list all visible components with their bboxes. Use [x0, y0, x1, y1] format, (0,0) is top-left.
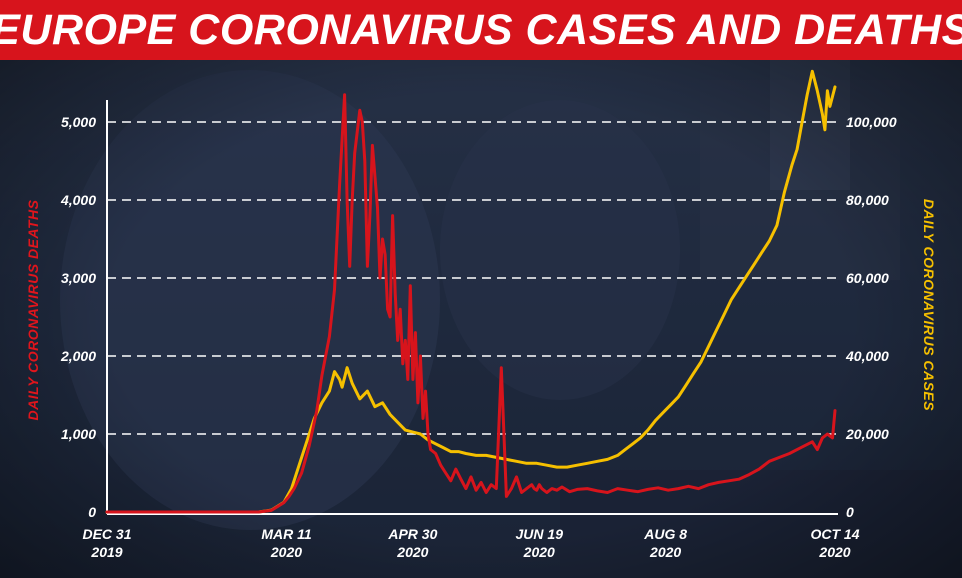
- x-year-label: 2019: [90, 544, 122, 560]
- x-date-label: APR 30: [387, 526, 437, 542]
- gridlines: [107, 121, 838, 435]
- x-date-labels: DEC 31 2019 MAR 11 2020 APR 30 2020 JUN 19 2020…: [82, 526, 859, 560]
- x-date-label: AUG 8: [643, 526, 687, 542]
- x-date-label: JUN 19: [516, 526, 564, 542]
- x-year-label: 2020: [396, 544, 428, 560]
- y-axis-title-left: DAILY CORONAVIRUS DEATHS: [25, 199, 41, 420]
- y-ticks-right: 0 20,000 40,000 60,000 80,000 100,000: [845, 114, 897, 520]
- x-date-label: OCT 14: [810, 526, 859, 542]
- x-date-label: DEC 31: [82, 526, 131, 542]
- x-year-label: 2020: [270, 544, 302, 560]
- y-tick-left-label: 1,000: [61, 426, 96, 442]
- title-bar: EUROPE CORONAVIRUS CASES AND DEATHS: [0, 0, 962, 60]
- y-axis-title-right: DAILY CORONAVIRUS CASES: [921, 199, 937, 411]
- x-year-label: 2020: [649, 544, 681, 560]
- axes: [106, 100, 838, 515]
- x-date-label: MAR 11: [261, 526, 312, 542]
- deaths-line: [105, 93, 837, 514]
- y-tick-left-label: 4,000: [60, 192, 96, 208]
- y-ticks-left: 0 1,000 2,000 3,000 4,000 5,000: [60, 114, 96, 520]
- y-tick-left-label: 2,000: [60, 348, 96, 364]
- chart-title: EUROPE CORONAVIRUS CASES AND DEATHS: [0, 5, 962, 54]
- y-tick-right-label: 20,000: [845, 426, 889, 442]
- series-lines: [105, 69, 837, 514]
- x-year-label: 2020: [523, 544, 555, 560]
- y-tick-right-label: 0: [846, 504, 854, 520]
- y-tick-right-label: 40,000: [845, 348, 889, 364]
- y-tick-right-label: 60,000: [846, 270, 889, 286]
- cases-line: [105, 69, 837, 514]
- y-tick-left-label: 3,000: [61, 270, 96, 286]
- y-tick-right-label: 80,000: [846, 192, 889, 208]
- x-year-label: 2020: [818, 544, 850, 560]
- y-tick-left-label: 5,000: [61, 114, 96, 130]
- y-tick-right-label: 100,000: [846, 114, 897, 130]
- y-tick-left-label: 0: [88, 504, 96, 520]
